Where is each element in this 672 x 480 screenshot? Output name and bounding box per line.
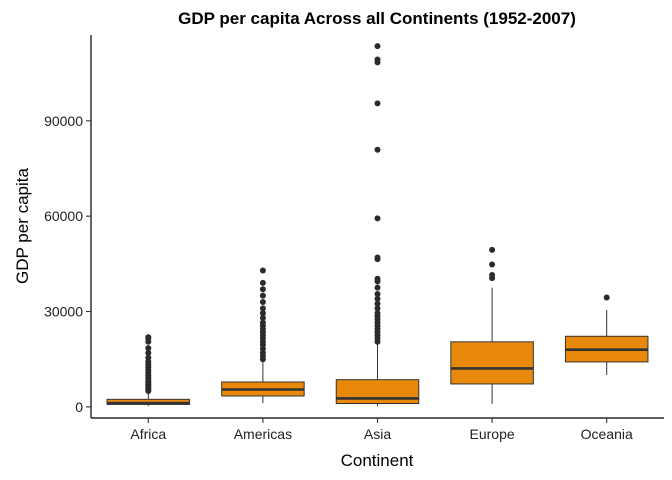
outlier-point (603, 294, 610, 301)
y-tick-label: 90000 (44, 113, 83, 129)
x-axis-ticks: Africa Americas Asia Europe Oceania (130, 418, 633, 442)
x-axis-title: Continent (341, 451, 414, 470)
box-africa (106, 334, 191, 407)
outlier-point (374, 295, 381, 302)
outlier-point (374, 284, 381, 291)
outlier-point (374, 310, 381, 317)
outlier-point (259, 319, 266, 326)
outlier-point (259, 314, 266, 321)
outlier-point (374, 215, 381, 222)
outlier-point (259, 305, 266, 312)
chart-title: GDP per capita Across all Continents (19… (178, 9, 576, 28)
box-europe (450, 246, 534, 404)
x-tick-label: Americas (234, 426, 292, 442)
y-tick-label: 30000 (44, 304, 83, 320)
box-iqr (335, 379, 420, 405)
box-americas (221, 267, 305, 404)
outlier-point (259, 279, 266, 286)
y-axis-title: GDP per capita (13, 168, 32, 284)
outlier-point (374, 56, 381, 63)
outlier-point (259, 349, 266, 356)
outlier-point (374, 305, 381, 312)
y-tick-label: 0 (75, 399, 83, 415)
outlier-point (259, 267, 266, 274)
outlier-point (374, 254, 381, 261)
outlier-point (145, 345, 152, 352)
outlier-point (145, 349, 152, 356)
plot-area (106, 43, 649, 407)
outlier-point (259, 286, 266, 293)
outlier-point (374, 275, 381, 282)
outlier-point (374, 300, 381, 307)
x-tick-label: Africa (130, 426, 166, 442)
outlier-point (259, 298, 266, 305)
box-asia (335, 43, 420, 406)
outlier-point (259, 310, 266, 317)
outlier-point (145, 354, 152, 361)
outlier-point (259, 292, 266, 299)
box-iqr (450, 341, 534, 385)
outlier-point (145, 358, 152, 365)
outlier-point (374, 291, 381, 298)
x-tick-label: Oceania (581, 426, 633, 442)
outlier-point (489, 246, 496, 253)
outlier-point (374, 100, 381, 107)
y-axis-ticks: 0 30000 60000 90000 (44, 113, 91, 415)
y-tick-label: 60000 (44, 208, 83, 224)
outlier-point (145, 334, 152, 341)
x-tick-label: Asia (364, 426, 391, 442)
outlier-point (489, 261, 496, 268)
box-oceania (564, 294, 649, 375)
outlier-point (489, 271, 496, 278)
outlier-point (374, 43, 381, 50)
outlier-point (374, 146, 381, 153)
x-tick-label: Europe (470, 426, 515, 442)
